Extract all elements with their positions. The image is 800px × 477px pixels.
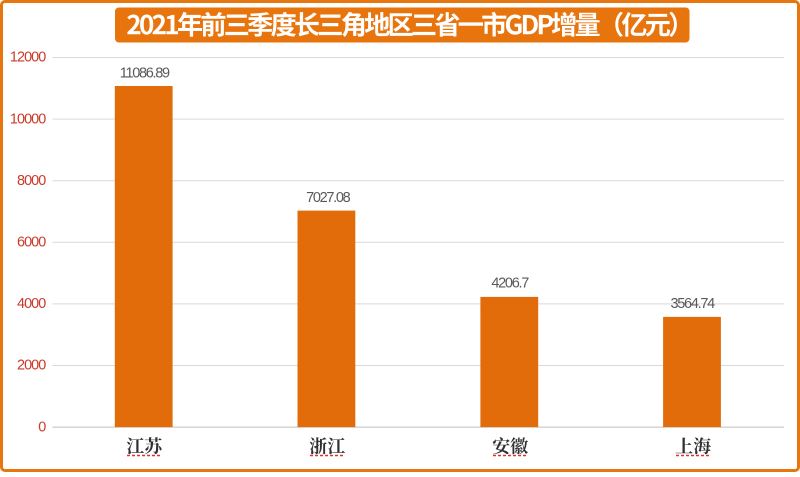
svg-text:10000: 10000: [10, 111, 46, 127]
svg-text:4000: 4000: [17, 296, 46, 312]
svg-text:2000: 2000: [17, 358, 46, 374]
svg-text:11086.89: 11086.89: [120, 66, 170, 82]
svg-text:8000: 8000: [17, 173, 46, 189]
svg-text:7027.08: 7027.08: [306, 190, 351, 206]
svg-text:12000: 12000: [10, 50, 46, 66]
svg-text:4206.7: 4206.7: [491, 276, 529, 292]
svg-text:0: 0: [38, 419, 46, 435]
svg-text:3564.74: 3564.74: [671, 296, 716, 312]
svg-text:6000: 6000: [17, 235, 46, 251]
